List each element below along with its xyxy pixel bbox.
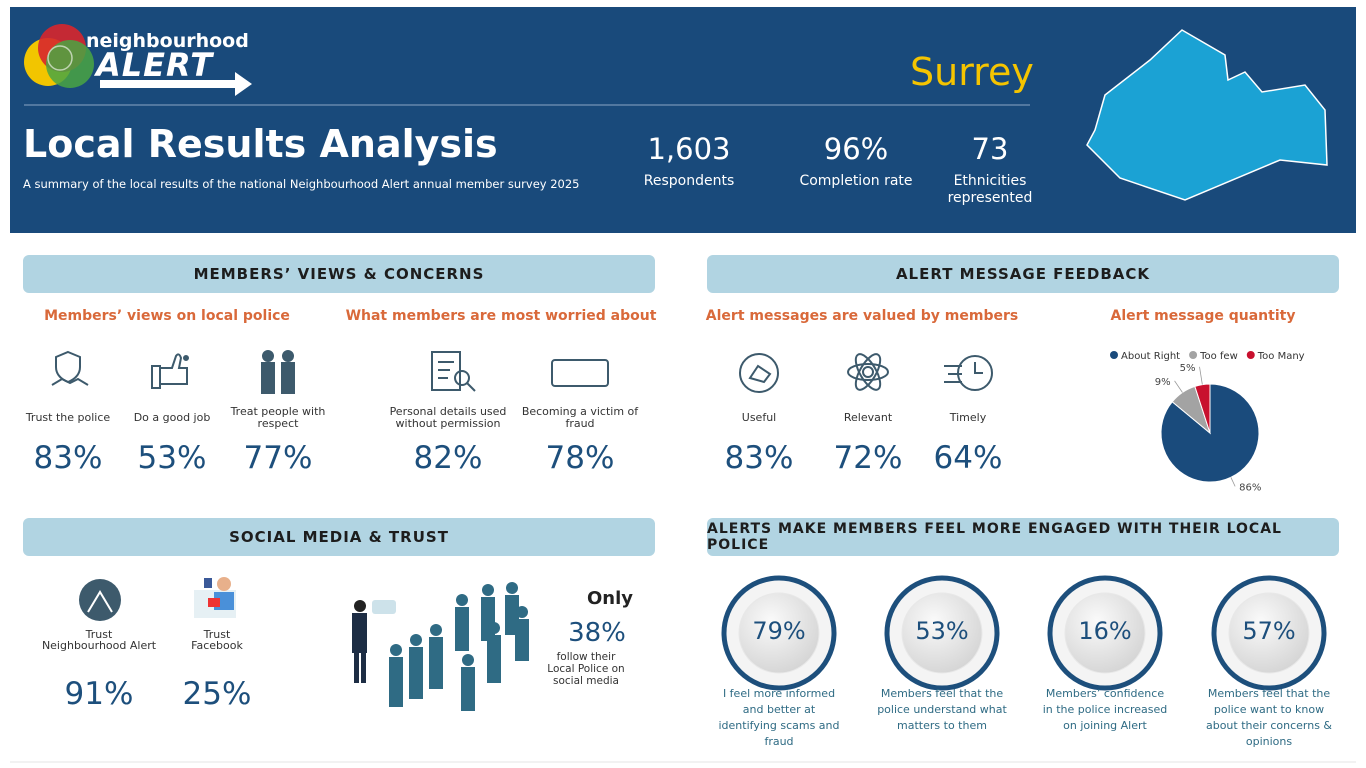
item-value: 64% [933,440,1003,476]
item-label: Facebook [191,639,243,652]
legend-swatch [1189,351,1198,359]
item-label: Do a good job [133,411,211,424]
item-label: Trust [85,628,113,641]
data-label: 9% [1155,377,1171,388]
item-label: Relevant [843,411,893,424]
pie-chart: 86% 9% 5%About Right Too few Too Many [1110,351,1305,493]
ring-inner [1064,592,1146,674]
item-value: 83% [724,440,794,476]
section-heading: ALERT MESSAGE FEEDBACK [707,255,1339,293]
logo-text: ALERT [96,46,214,84]
item-value: 91% [64,676,134,712]
follow-value: 38% [568,618,626,648]
follow-lead: Only [587,588,634,609]
stat-label: Ethnicities represented [947,173,1033,206]
item-value: 83% [33,440,103,476]
item-label: Useful [741,411,777,424]
leader-line [1174,380,1183,393]
icons [51,350,993,621]
section-heading: ALERTS MAKE MEMBERS FEEL MORE ENGAGED WI… [707,518,1339,556]
ring-inner [901,592,983,674]
legend-label: Too few [1199,351,1238,362]
item-label: Trust [203,628,231,641]
engagement-label: Members feel that the police want to kno… [1205,687,1333,748]
region-name: Surrey [910,50,1034,94]
item-label: Becoming a victim of fraud [521,405,639,430]
stat-value: 1,603 [647,132,731,166]
engagement-value: 16% [1078,617,1132,645]
legend-label: Too Many [1257,351,1305,362]
legend-swatch [1110,351,1118,359]
sub-heading: What members are most worried about [345,308,657,324]
item-label: Timely [949,411,987,424]
item-value: 72% [833,440,903,476]
leader-line [1230,477,1236,487]
engagement-value: 53% [915,617,969,645]
stat-value: 73 [971,132,1009,166]
leader-line [1199,366,1203,385]
engagement-label: Members feel that the police understand … [877,687,1007,732]
chart-title: Alert message quantity [1110,308,1296,324]
page-title: Local Results Analysis [23,122,498,166]
section-heading: SOCIAL MEDIA & TRUST [23,518,655,556]
ring-inner [1228,592,1310,674]
item-value: 78% [545,440,615,476]
item-label: Trust the police [25,411,111,424]
logo-text: neighbourhood [86,30,249,52]
sub-heading: Members’ views on local police [44,308,290,324]
item-label: Neighbourhood Alert [41,639,157,652]
section-heading: MEMBERS’ VIEWS & CONCERNS [23,255,655,293]
data-label: 5% [1180,363,1196,374]
item-label: Treat people with respect [230,405,326,430]
region-map [1086,29,1328,201]
engagement-value: 57% [1242,617,1296,645]
legend-label: About Right [1121,351,1180,362]
stat-label: Respondents [643,173,735,189]
item-label: Personal details used without permission [389,405,507,430]
crowd-illustration [352,582,529,711]
engagement-rings [721,575,1327,691]
subtitle: A summary of the local results of the na… [23,177,580,191]
logo-mark [24,24,252,96]
data-label: 86% [1239,482,1261,493]
legend-swatch [1246,351,1255,359]
stat-label: Completion rate [799,173,913,189]
stat-value: 96% [823,132,889,166]
sub-heading: Alert messages are valued by members [705,308,1019,324]
item-value: 25% [182,676,252,712]
follow-label: follow their Local Police on social medi… [547,651,625,687]
pie-slice [1194,383,1211,434]
item-value: 82% [413,440,483,476]
item-value: 77% [243,440,313,476]
item-value: 53% [137,440,207,476]
engagement-value: 79% [752,617,806,645]
engagement-label: I feel more informed and better at ident… [718,687,840,748]
ring-inner [738,592,820,674]
engagement-label: Members’ confidence in the police increa… [1042,687,1168,732]
